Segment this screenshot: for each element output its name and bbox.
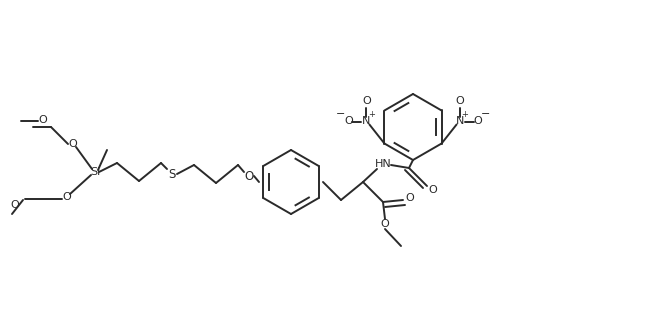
Text: O: O [429,185,437,195]
Text: N: N [362,116,371,126]
Text: S: S [168,168,175,181]
Text: +: + [368,110,375,119]
Text: −: − [481,110,491,119]
Text: Si: Si [90,167,100,177]
Text: O: O [380,219,389,229]
Text: O: O [245,169,253,183]
Text: O: O [344,116,353,126]
Text: O: O [406,193,415,203]
Text: O: O [362,96,371,106]
Text: O: O [38,115,47,125]
Text: O: O [69,139,77,149]
Text: HN: HN [374,159,391,169]
Text: O: O [11,200,19,210]
Text: O: O [455,96,464,106]
Text: −: − [336,110,345,119]
Text: N: N [456,116,464,126]
Text: +: + [461,110,468,119]
Text: O: O [473,116,482,126]
Text: O: O [62,192,71,202]
